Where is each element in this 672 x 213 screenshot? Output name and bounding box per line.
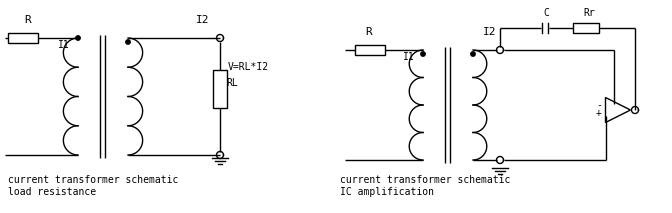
Text: load resistance: load resistance [8, 187, 96, 197]
Text: IC amplification: IC amplification [340, 187, 434, 197]
Text: current transformer schematic: current transformer schematic [340, 175, 510, 185]
Text: R: R [365, 27, 372, 37]
Text: I2: I2 [196, 15, 210, 25]
Text: R: R [24, 15, 31, 25]
Text: RL: RL [226, 78, 238, 88]
Circle shape [76, 36, 80, 40]
Text: I2: I2 [483, 27, 497, 37]
Text: C: C [543, 8, 549, 18]
Bar [355, 45, 385, 55]
Text: V=RL*I2: V=RL*I2 [228, 62, 269, 72]
Text: +: + [596, 108, 602, 118]
Circle shape [471, 52, 475, 56]
Text: current transformer schematic: current transformer schematic [8, 175, 178, 185]
Bar [213, 70, 227, 108]
Text: I1: I1 [403, 52, 415, 62]
Circle shape [421, 52, 425, 56]
Text: Rr: Rr [583, 8, 595, 18]
Bar [8, 33, 38, 43]
Circle shape [126, 40, 130, 44]
Bar [573, 23, 599, 33]
Text: I1: I1 [58, 40, 70, 50]
Text: -: - [596, 101, 602, 111]
